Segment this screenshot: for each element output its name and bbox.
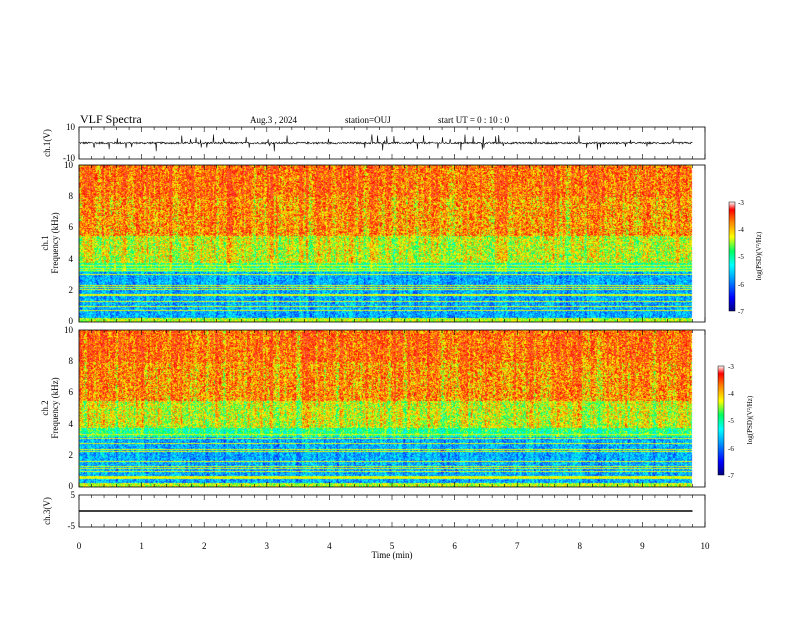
xtick-9: 9: [640, 541, 645, 551]
ch2-ytick-10: 10: [64, 325, 74, 335]
xtick-5: 5: [390, 541, 395, 551]
ch1-spectrogram-ylabel: Frequency (kHz): [50, 212, 60, 273]
ch1-waveform-frame: [78, 126, 706, 160]
ch3-waveform-ylabel: ch.3(V): [42, 497, 52, 525]
ch2-spectrogram-image: [79, 330, 705, 487]
ch2-ytick-4: 4: [69, 419, 74, 429]
ch1-ytick-2: 2: [69, 285, 74, 295]
ch2-colorbar-tick--3: -3: [728, 363, 734, 371]
start-time-label: start UT = 0 : 10 : 0: [438, 115, 510, 125]
ch1-ytick-0: 0: [69, 316, 74, 326]
axis-tick-marks: [78, 127, 706, 527]
xtick-0: 0: [77, 541, 82, 551]
ch1-spectrogram-ylabel-channel: ch.1: [40, 235, 50, 250]
ch1-ytick-4: 4: [69, 254, 74, 264]
xtick-2: 2: [202, 541, 207, 551]
ch1-waveform-trace: [78, 134, 693, 152]
ch2-spectrogram-ylabel: Frequency (kHz): [50, 377, 60, 438]
ch1-colorbar-tick--6: -6: [738, 281, 744, 289]
ch3-ytick-bottom: -5: [68, 521, 76, 531]
ch2-ytick-2: 2: [69, 450, 74, 460]
station-label: station=OUJ: [345, 115, 391, 125]
ch1-colorbar-tick--3: -3: [738, 199, 744, 207]
ch2-spectrogram-ylabel-channel: ch.2: [40, 400, 50, 415]
ch1-ytick-10: 10: [64, 160, 74, 170]
xtick-10: 10: [701, 541, 711, 551]
ch1-colorbar-label: log(PSD)(V²/Hz): [755, 231, 763, 280]
ch1-spectrogram-yticks: 0 2 4 6 8 10: [64, 160, 74, 326]
ch3-ytick-top: 5: [71, 490, 76, 500]
xtick-8: 8: [578, 541, 583, 551]
ch2-ytick-8: 8: [69, 356, 74, 366]
ch1-waveform-panel: 10 -10 ch.1(V): [42, 122, 706, 163]
ch1-colorbar-tick--5: -5: [738, 253, 744, 261]
ch2-colorbar-tick--4: -4: [728, 390, 734, 398]
ch1-colorbar: [728, 201, 736, 312]
ch1-ytick-top: 10: [66, 122, 76, 132]
ch1-spectrogram-panel: 0 2 4 6 8 10 ch.1 Frequency (kHz) -3 -4 …: [40, 160, 763, 326]
ch1-waveform-ylabel: ch.1(V): [42, 129, 52, 157]
ch1-ytick-8: 8: [69, 191, 74, 201]
ch2-ytick-6: 6: [69, 387, 74, 397]
xtick-7: 7: [515, 541, 520, 551]
x-axis-label: Time (min): [372, 550, 413, 560]
ch1-ytick-bottom: -10: [63, 153, 75, 163]
ch1-colorbar-tick--4: -4: [738, 226, 744, 234]
xtick-6: 6: [452, 541, 457, 551]
xtick-1: 1: [139, 541, 144, 551]
ch2-colorbar-tick--7: -7: [728, 472, 734, 480]
date-label: Aug.3 , 2024: [250, 115, 297, 125]
figure-title: VLF Spectra: [80, 112, 142, 126]
ch2-colorbar-label: log(PSD)(V²/Hz): [746, 395, 754, 444]
ch1-ytick-6: 6: [69, 222, 74, 232]
ch2-spectrogram-yticks: 0 2 4 6 8 10: [64, 325, 74, 491]
ch2-spectrogram-panel: 0 2 4 6 8 10 ch.2 Frequency (kHz) -3 -4 …: [40, 325, 754, 491]
xtick-4: 4: [327, 541, 332, 551]
ch1-colorbar-tick--7: -7: [738, 308, 744, 316]
ch2-colorbar-tick--5: -5: [728, 417, 734, 425]
x-axis-tick-labels: 0 1 2 3 4 5 6 7 8 9 10: [77, 541, 710, 551]
ch2-ytick-0: 0: [69, 481, 74, 491]
ch1-spectrogram-image: [79, 165, 705, 322]
xtick-3: 3: [265, 541, 270, 551]
ch2-colorbar: [717, 365, 725, 476]
ch2-colorbar-tick--6: -6: [728, 445, 734, 453]
